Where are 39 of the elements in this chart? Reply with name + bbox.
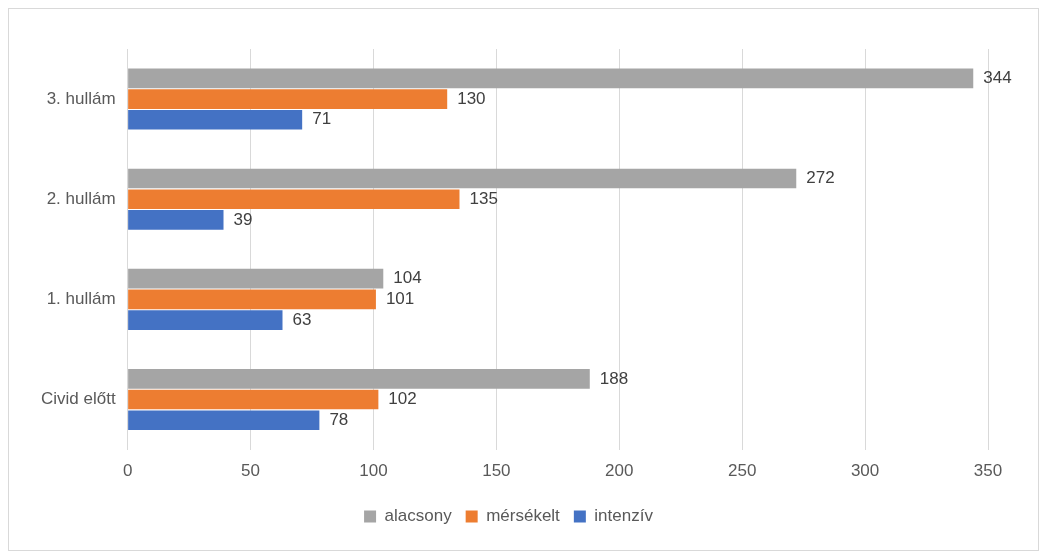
y-tick-label: Civid előtt — [41, 389, 116, 409]
data-label: 188 — [599, 368, 629, 388]
bar — [128, 410, 320, 431]
x-tick-label: 250 — [728, 461, 757, 481]
x-tick-label: 0 — [122, 461, 133, 481]
x-tick-label: 200 — [605, 461, 634, 481]
data-label: 130 — [457, 88, 486, 108]
bar — [128, 210, 224, 230]
data-label: 39 — [233, 209, 253, 229]
bar — [128, 89, 448, 109]
bar — [128, 109, 303, 130]
x-tick-label: 150 — [482, 461, 511, 481]
data-label: 135 — [469, 188, 498, 208]
legend-label: alacsony — [384, 506, 453, 526]
bar — [128, 268, 384, 289]
y-tick-label: 1. hullám — [46, 289, 116, 309]
data-label: 71 — [312, 109, 332, 129]
y-tick-label: 3. hullám — [46, 88, 116, 108]
bar — [128, 68, 974, 89]
bar — [128, 389, 379, 410]
bar — [128, 310, 283, 330]
bar — [128, 369, 590, 389]
data-label: 272 — [806, 168, 835, 188]
x-tick-label: 50 — [241, 461, 261, 481]
data-label: 102 — [388, 389, 417, 409]
y-tick-label: 2. hullám — [46, 188, 116, 208]
data-label: 78 — [329, 409, 349, 429]
data-label: 101 — [385, 289, 415, 309]
data-label: 104 — [393, 268, 422, 288]
bar — [128, 189, 460, 210]
bar — [128, 289, 376, 310]
data-label: 344 — [983, 68, 1012, 88]
legend-label: intenzív — [594, 506, 654, 526]
data-label: 63 — [292, 309, 312, 329]
x-tick-label: 300 — [850, 461, 880, 481]
legend-label: mérsékelt — [486, 506, 561, 526]
x-tick-label: 100 — [359, 461, 388, 481]
x-tick-label: 350 — [973, 461, 1003, 481]
bar — [128, 168, 797, 189]
